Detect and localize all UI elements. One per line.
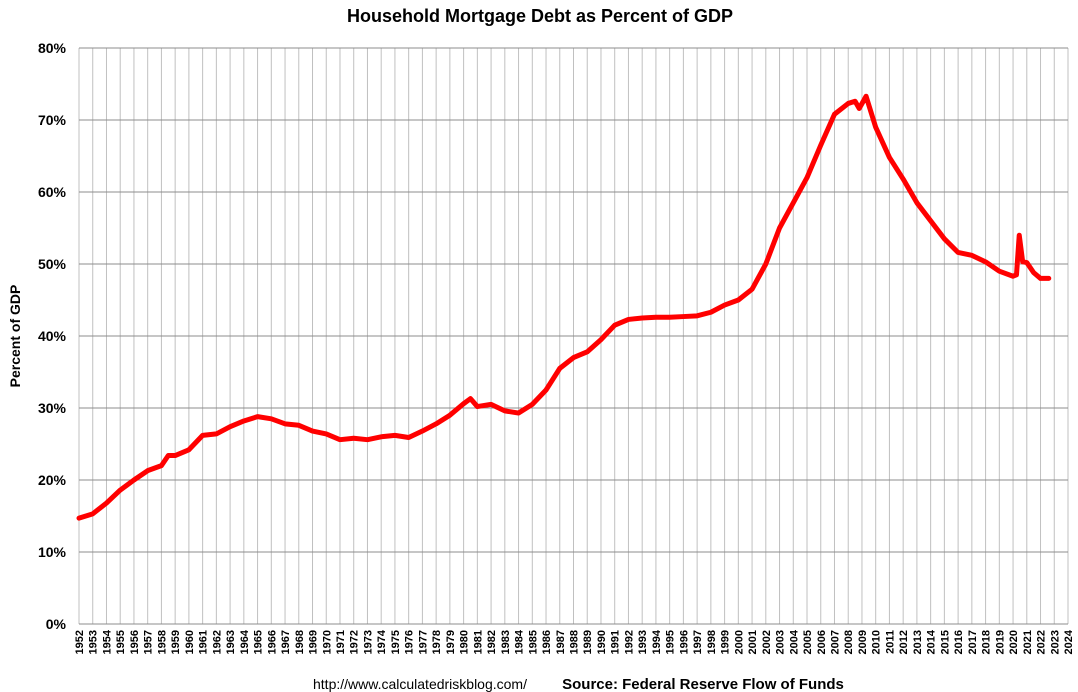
x-tick-label: 2006	[816, 630, 828, 654]
y-tick-label: 40%	[38, 328, 67, 344]
x-tick-label: 1991	[610, 630, 622, 654]
x-tick-label: 1966	[266, 630, 278, 654]
x-tick-label: 2010	[871, 630, 883, 654]
x-tick-label: 1961	[198, 630, 210, 654]
x-tick-label: 1989	[582, 630, 594, 654]
x-tick-label: 1992	[623, 630, 635, 654]
x-tick-label: 1959	[170, 630, 182, 654]
x-tick-label: 1996	[678, 630, 690, 654]
x-tick-label: 2005	[802, 630, 814, 654]
x-tick-label: 1955	[115, 630, 127, 654]
x-tick-label: 2016	[953, 630, 965, 654]
x-tick-label: 2014	[926, 629, 938, 654]
x-tick-label: 1969	[308, 630, 320, 654]
x-tick-label: 1981	[472, 630, 484, 654]
x-tick-label: 1954	[101, 629, 113, 654]
x-tick-label: 2002	[761, 630, 773, 654]
x-tick-label: 2012	[898, 630, 910, 654]
x-tick-label: 1976	[404, 630, 416, 654]
x-tick-label: 2023	[1049, 630, 1061, 654]
x-tick-label: 1957	[143, 630, 155, 654]
x-tick-label: 1963	[225, 630, 237, 654]
x-tick-label: 1962	[211, 630, 223, 654]
source-annotation: Source: Federal Reserve Flow of Funds	[562, 676, 844, 692]
x-tick-label: 1985	[527, 630, 539, 654]
x-tick-label: 1982	[486, 630, 498, 654]
x-tick-label: 2019	[994, 630, 1006, 654]
x-tick-label: 1988	[569, 630, 581, 654]
data-line	[76, 93, 1052, 521]
url-annotation: http://www.calculatedriskblog.com/	[313, 676, 527, 692]
x-tick-label: 1980	[459, 630, 471, 654]
x-tick-label: 1997	[692, 630, 704, 654]
y-tick-label: 10%	[38, 544, 67, 560]
x-tick-label: 1971	[335, 630, 347, 654]
y-tick-label: 0%	[46, 616, 67, 632]
y-tick-label: 30%	[38, 400, 67, 416]
x-tick-label: 2020	[1008, 630, 1020, 654]
x-tick-label: 1956	[129, 630, 141, 654]
x-tick-label: 2015	[939, 630, 951, 654]
x-tick-label: 2004	[788, 629, 800, 654]
chart-title: Household Mortgage Debt as Percent of GD…	[347, 6, 733, 26]
x-tick-label: 2009	[857, 630, 869, 654]
x-tick-label: 1987	[555, 630, 567, 654]
x-tick-label: 1964	[239, 629, 251, 654]
x-tick-label: 1953	[88, 630, 100, 654]
x-tick-label: 2003	[775, 630, 787, 654]
x-tick-label: 2013	[912, 630, 924, 654]
x-tick-label: 1974	[376, 629, 388, 654]
x-tick-label: 2017	[967, 630, 979, 654]
y-tick-label: 70%	[38, 112, 67, 128]
x-tick-label: 2024	[1063, 629, 1075, 654]
x-tick-label: 2008	[843, 630, 855, 654]
x-tick-label: 1994	[651, 629, 663, 654]
y-axis-label: Percent of GDP	[7, 285, 23, 388]
x-tick-label: 1993	[637, 630, 649, 654]
x-tick-label: 1970	[321, 630, 333, 654]
x-tick-label: 2018	[981, 630, 993, 654]
x-tick-label: 1986	[541, 630, 553, 654]
x-tick-label: 1972	[349, 630, 361, 654]
x-tick-label: 1965	[253, 630, 265, 654]
x-tick-label: 1960	[184, 630, 196, 654]
x-tick-label: 1968	[294, 630, 306, 654]
y-tick-label: 60%	[38, 184, 67, 200]
x-tick-label: 2022	[1036, 630, 1048, 654]
x-tick-label: 1995	[665, 630, 677, 654]
x-tick-label: 1973	[362, 630, 374, 654]
x-tick-label: 1979	[445, 630, 457, 654]
x-tick-label: 1958	[156, 630, 168, 654]
x-tick-label: 1983	[500, 630, 512, 654]
x-tick-label: 1978	[431, 630, 443, 654]
x-tick-label: 1990	[596, 630, 608, 654]
x-tick-label: 1984	[514, 629, 526, 654]
x-tick-label: 2000	[733, 630, 745, 654]
x-tick-label: 1975	[390, 630, 402, 654]
x-tick-label: 1952	[74, 630, 86, 654]
y-tick-label: 50%	[38, 256, 67, 272]
x-tick-label: 2011	[884, 630, 896, 654]
y-tick-label: 20%	[38, 472, 67, 488]
x-tick-label: 2007	[829, 630, 841, 654]
x-tick-label: 1977	[417, 630, 429, 654]
x-tick-label: 1998	[706, 630, 718, 654]
x-tick-label: 1999	[720, 630, 732, 654]
x-tick-label: 2001	[747, 630, 759, 654]
x-tick-label: 2021	[1022, 630, 1034, 654]
y-tick-label: 80%	[38, 40, 67, 56]
x-tick-label: 1967	[280, 630, 292, 654]
